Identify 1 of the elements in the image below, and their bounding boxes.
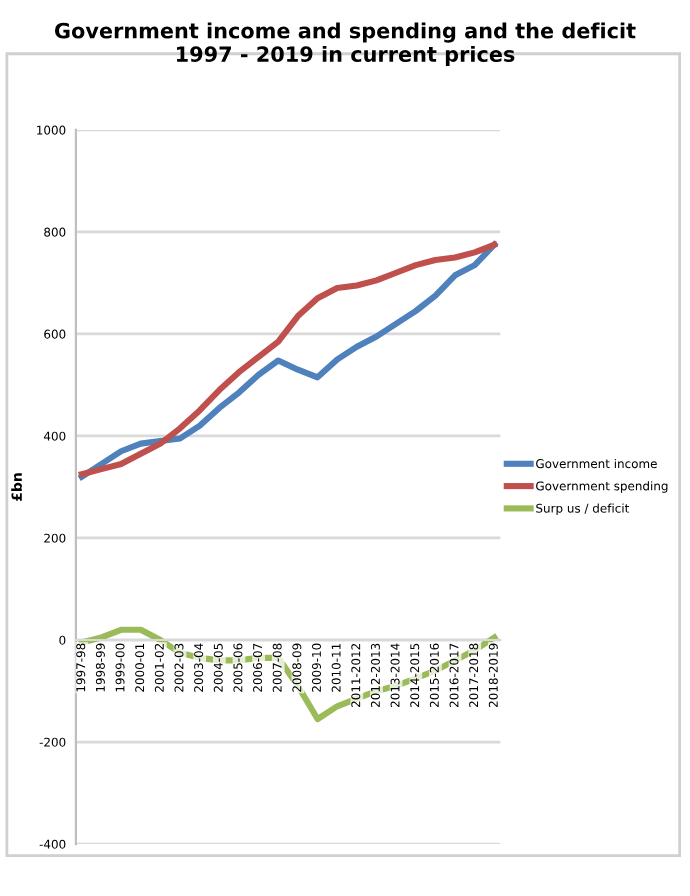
chart-title: Government income and spending and the deficit 1997 - 2019 in current prices <box>54 22 636 67</box>
